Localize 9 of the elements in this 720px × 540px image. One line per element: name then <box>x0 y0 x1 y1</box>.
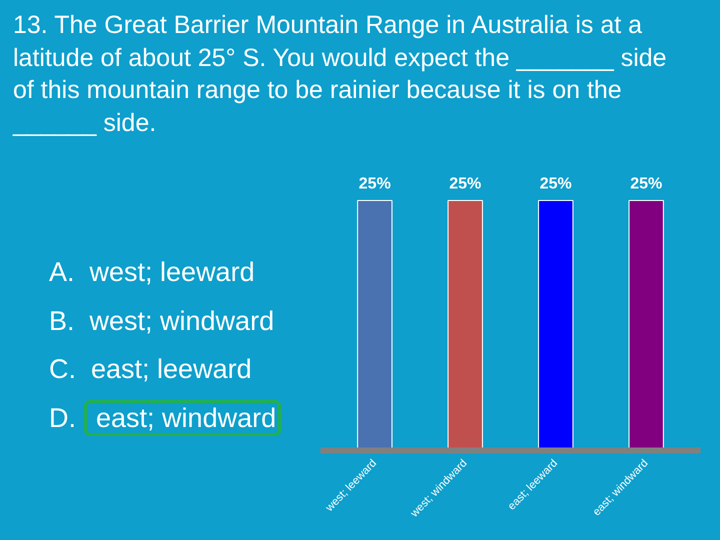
text: C. east; leeward <box>49 353 253 386</box>
data-label: 25% <box>449 176 482 192</box>
data-label: 25% <box>630 176 662 192</box>
text: B. west; windward <box>49 304 276 338</box>
chart-title: 13. The Great Barrier Mountain Range in Australia is at a latitude of about 25° S. You would expect the _______ side of this mountain range to be rainier because it is on the ______ side. <box>13 10 668 138</box>
data-label: 25% <box>358 176 391 192</box>
text: A. west; leeward <box>49 256 256 289</box>
data-label: 25% <box>540 176 572 192</box>
outline-answer: east; windward <box>84 400 282 436</box>
